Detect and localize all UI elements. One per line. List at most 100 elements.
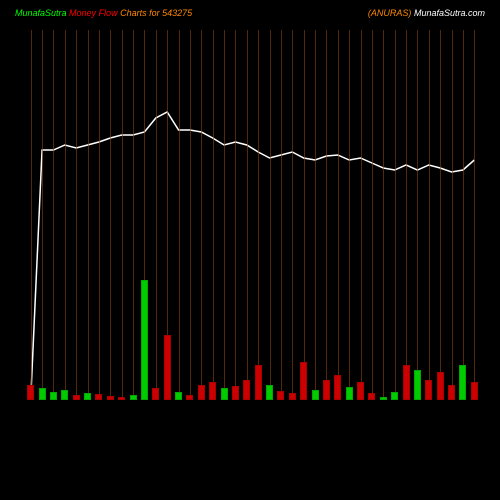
grid-line	[440, 30, 441, 400]
volume-bar	[425, 380, 432, 400]
grid-line	[65, 30, 66, 400]
grid-line	[133, 30, 134, 400]
x-axis-label: n/a	[119, 487, 125, 495]
grid-line	[463, 30, 464, 400]
title-brand: MunafaSutra	[15, 8, 67, 18]
x-axis-label: 728.45 (-91.4%)	[28, 452, 34, 495]
x-axis-label: 754.20 (35.72%)	[210, 451, 216, 495]
x-axis-label: 734.05 (34.25%)	[323, 451, 329, 495]
x-axis-label: 717.55 (33.07%)	[301, 451, 307, 495]
x-axis-label: 725.95 (27.7%)	[289, 454, 295, 495]
volume-bar	[346, 387, 353, 400]
grid-line	[224, 30, 225, 400]
volume-bar	[209, 382, 216, 400]
grid-line	[201, 30, 202, 400]
volume-bar	[471, 382, 478, 400]
x-axis-label: 706.00 (33.33%)	[403, 451, 409, 495]
x-axis-label: 720.10 (34.47%)	[335, 451, 341, 495]
x-axis-label: 691.10 (25.42%)	[437, 451, 443, 495]
grid-line	[452, 30, 453, 400]
volume-bar	[277, 391, 284, 400]
x-axis-label: 738.85 (59.57%)	[267, 451, 273, 495]
x-axis-label: 700.60 (47.94%)	[449, 451, 455, 495]
x-axis-label: 786.55 (48.96%)	[176, 451, 182, 495]
grid-line	[417, 30, 418, 400]
title-section: Money Flow	[69, 8, 118, 18]
volume-bar	[368, 393, 375, 400]
grid-line	[292, 30, 293, 400]
chart-container: MunafaSutra Money Flow Charts for 543275…	[0, 0, 500, 500]
grid-line	[338, 30, 339, 400]
grid-line	[304, 30, 305, 400]
grid-line	[270, 30, 271, 400]
volume-bar	[437, 372, 444, 400]
title-left: MunafaSutra Money Flow Charts for 543275	[15, 8, 192, 18]
volume-bar	[459, 365, 466, 400]
x-axis-label: 779.70 (46.1%)	[198, 454, 204, 495]
volume-bar	[175, 392, 182, 400]
grid-line	[474, 30, 475, 400]
volume-bar	[289, 393, 296, 400]
grid-line	[213, 30, 214, 400]
x-axis-label: n/a	[380, 487, 386, 495]
chart-plot-area	[25, 30, 480, 400]
volume-bar	[61, 390, 68, 400]
grid-line	[281, 30, 282, 400]
grid-line	[429, 30, 430, 400]
x-axis-label: 756.50 (41.94%)	[96, 451, 102, 495]
x-axis-label: 750.30 (60.5%)	[85, 454, 91, 495]
title-site: MunafaSutra.com	[414, 8, 485, 18]
price-line	[31, 112, 475, 400]
x-axis-label: 713.60 (47.12%)	[392, 451, 398, 495]
volume-bar	[334, 375, 341, 400]
volume-bar	[152, 388, 159, 400]
x-axis-label: 747.30 (45.01%)	[244, 451, 250, 495]
line-chart-overlay	[25, 30, 480, 400]
grid-line	[31, 30, 32, 400]
title-detail: Charts for 543275	[120, 8, 192, 18]
volume-bar	[232, 386, 239, 400]
volume-bar	[164, 335, 171, 400]
x-axis-label: 716.85 (30.32%)	[358, 451, 364, 495]
grid-line	[258, 30, 259, 400]
x-axis-label: 702.55 (26.84%)	[369, 451, 375, 495]
volume-bar	[27, 385, 34, 400]
volume-bar	[255, 365, 262, 400]
grid-line	[372, 30, 373, 400]
volume-bar	[84, 393, 91, 400]
volume-bar	[221, 388, 228, 400]
chart-title: MunafaSutra Money Flow Charts for 543275…	[0, 8, 500, 18]
grid-line	[315, 30, 316, 400]
x-axis-labels: 728.45 (-91.4%)735.60 (47.04%)731.30 (61…	[25, 400, 480, 500]
grid-line	[361, 30, 362, 400]
grid-line	[99, 30, 100, 400]
volume-bar	[403, 365, 410, 400]
volume-bar	[39, 388, 46, 400]
grid-line	[326, 30, 327, 400]
volume-bar	[243, 380, 250, 400]
x-axis-label: 787.65 (38.08%)	[164, 451, 170, 495]
x-axis-label: 710.85 (36.28%)	[426, 451, 432, 495]
x-axis-label: 742.15 (54.22%)	[73, 451, 79, 495]
grid-line	[349, 30, 350, 400]
volume-bar	[414, 370, 421, 400]
grid-line	[395, 30, 396, 400]
volume-bar	[391, 392, 398, 400]
title-right: (ANURAS) MunafaSutra.com	[368, 8, 485, 18]
x-axis-label: 764.15 (57.75%)	[221, 451, 227, 495]
grid-line	[42, 30, 43, 400]
x-axis-label: 758.55 (43.77%)	[107, 451, 113, 495]
volume-bar	[312, 390, 319, 400]
x-axis-label: 746.60 (40.45%)	[278, 451, 284, 495]
x-axis-label: 801.25 (44.25%)	[153, 451, 159, 495]
volume-bar	[198, 385, 205, 400]
x-axis-label: 714.85 (70.92%)	[460, 451, 466, 495]
grid-line	[110, 30, 111, 400]
x-axis-label: 762.20 (41.44%)	[232, 451, 238, 495]
volume-bar	[141, 280, 148, 400]
grid-line	[190, 30, 191, 400]
grid-line	[156, 30, 157, 400]
grid-line	[406, 30, 407, 400]
title-symbol: (ANURAS)	[368, 8, 412, 18]
volume-bar	[266, 385, 273, 400]
